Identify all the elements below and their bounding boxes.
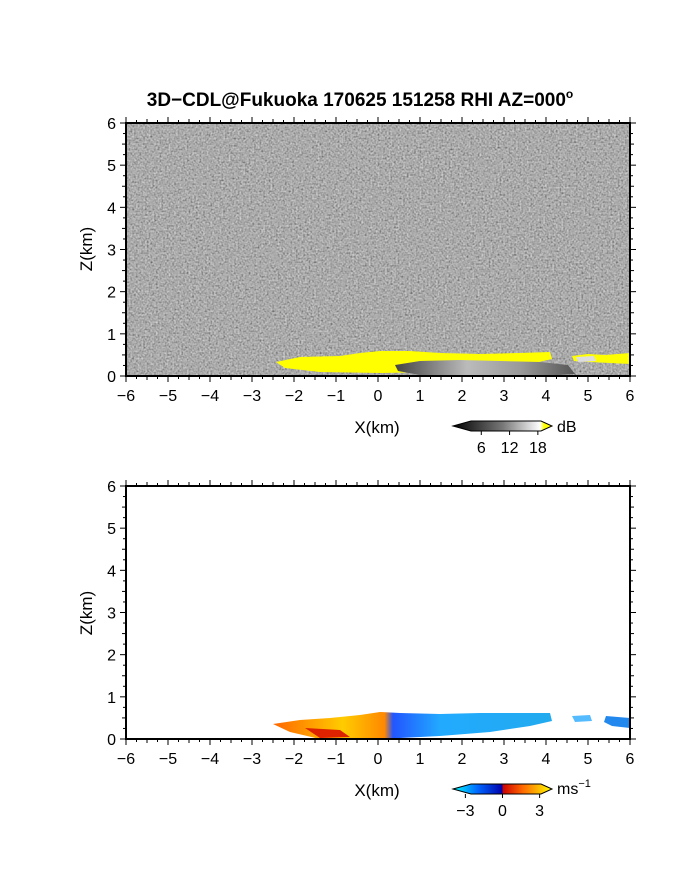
reflectivity-colorbar-tick-label: 6: [477, 440, 486, 457]
reflectivity-y-tick-label: 2: [107, 285, 116, 302]
reflectivity-x-tick-label: 2: [458, 388, 467, 405]
velocity-y-tick-label: 1: [107, 690, 116, 707]
velocity-colorbar-body: [451, 783, 554, 795]
reflectivity-y-tick-label: 3: [107, 243, 116, 260]
velocity-x-tick-label: 4: [542, 751, 551, 768]
reflectivity-x-tick-label: −5: [159, 388, 177, 405]
reflectivity-x-tick-label: 1: [416, 388, 425, 405]
velocity-x-tick-label: 6: [626, 751, 635, 768]
velocity-echo-right-2: [572, 715, 592, 722]
velocity-x-tick-label: 5: [584, 751, 593, 768]
reflectivity-y-tick-label: 4: [107, 200, 116, 217]
reflectivity-noise-field: [126, 123, 630, 376]
velocity-x-tick-label: −5: [159, 751, 177, 768]
velocity-colorbar-unit: ms−1: [557, 778, 591, 798]
reflectivity-y-tick-label: 1: [107, 327, 116, 344]
velocity-plot-background: [126, 486, 630, 739]
velocity-x-tick-label: 3: [500, 751, 509, 768]
velocity-echo-red-core: [305, 728, 350, 738]
reflectivity-colorbar-tick-label: 12: [501, 440, 519, 457]
reflectivity-x-tick-label: 5: [584, 388, 593, 405]
velocity-x-tick-label: −4: [201, 751, 219, 768]
reflectivity-colorbar-body: [451, 420, 554, 432]
reflectivity-ylabel: Z(km): [77, 227, 96, 271]
velocity-y-tick-label: 6: [107, 479, 116, 496]
velocity-x-tick-label: −6: [117, 751, 135, 768]
velocity-axes: −6 −5 −4 −3 −2 −1 0 1 2 3 4 5 6 0 1 2 3 4 5 6: [107, 479, 636, 768]
velocity-x-tick-label: −3: [243, 751, 261, 768]
velocity-x-tick-label: 2: [458, 751, 467, 768]
velocity-colorbar-tick-label: 0: [498, 803, 507, 820]
reflectivity-x-tick-label: 6: [626, 388, 635, 405]
reflectivity-echo-white-right: [576, 356, 596, 362]
velocity-xlabel: X(km): [354, 781, 399, 800]
reflectivity-x-tick-label: 0: [374, 388, 383, 405]
chart-title: 3D−CDL@Fukuoka 170625 151258 RHI AZ=000o: [147, 87, 574, 111]
reflectivity-y-tick-label: 5: [107, 158, 116, 175]
velocity-colorbar-tick-label: 3: [535, 803, 544, 820]
velocity-y-tick-label: 0: [107, 732, 116, 749]
reflectivity-axes: −6 −5 −4 −3 −2 −1 0 1 2 3 4 5 6 0 1 2 3 4 5 6: [107, 116, 636, 405]
velocity-colorbar-tick-label: −3: [456, 803, 474, 820]
reflectivity-echo-gray: [395, 360, 575, 376]
reflectivity-x-tick-label: 3: [500, 388, 509, 405]
reflectivity-y-tick-label: 6: [107, 116, 116, 133]
velocity-echo-right: [604, 716, 630, 728]
velocity-ylabel: Z(km): [77, 591, 96, 635]
velocity-y-tick-label: 4: [107, 563, 116, 580]
reflectivity-x-tick-label: −4: [201, 388, 219, 405]
reflectivity-colorbar-unit: dB: [557, 419, 577, 436]
velocity-colorbar: −3 0 3 ms−1: [451, 778, 591, 820]
velocity-x-tick-label: −1: [327, 751, 345, 768]
reflectivity-x-tick-label: −2: [285, 388, 303, 405]
reflectivity-x-tick-label: −1: [327, 388, 345, 405]
reflectivity-x-tick-label: −6: [117, 388, 135, 405]
velocity-panel: −6 −5 −4 −3 −2 −1 0 1 2 3 4 5 6 0 1 2 3 4 5 6 X(km) Z(km) −…: [77, 479, 636, 820]
velocity-x-tick-label: 0: [374, 751, 383, 768]
velocity-x-tick-label: −2: [285, 751, 303, 768]
reflectivity-x-tick-label: 4: [542, 388, 551, 405]
velocity-y-tick-label: 2: [107, 648, 116, 665]
velocity-y-tick-label: 3: [107, 606, 116, 623]
reflectivity-colorbar-tick-label: 18: [529, 440, 547, 457]
velocity-y-tick-label: 5: [107, 521, 116, 538]
velocity-x-tick-label: 1: [416, 751, 425, 768]
reflectivity-colorbar: 6 12 18 dB: [451, 419, 577, 457]
reflectivity-y-tick-label: 0: [107, 369, 116, 386]
reflectivity-xlabel: X(km): [354, 418, 399, 437]
reflectivity-x-tick-label: −3: [243, 388, 261, 405]
